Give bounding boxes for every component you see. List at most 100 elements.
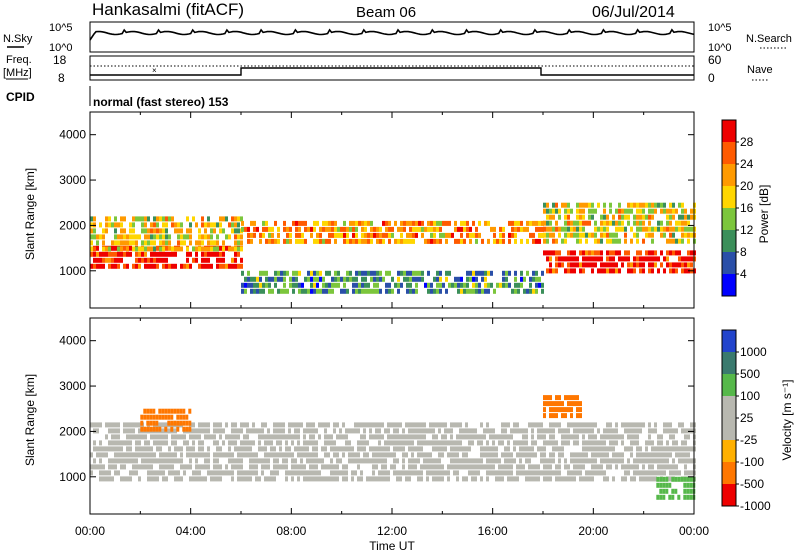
- range-cell: [372, 434, 375, 440]
- range-cell: [375, 458, 378, 464]
- range-cell: [460, 288, 463, 294]
- range-cell: [666, 220, 669, 226]
- range-cell: [168, 245, 171, 251]
- range-cell: [141, 246, 144, 252]
- range-cell: [228, 222, 231, 228]
- range-cell: [294, 422, 297, 428]
- range-cell: [468, 446, 471, 452]
- range-cell: [177, 476, 180, 482]
- range-cell: [268, 276, 271, 282]
- range-cell: [576, 458, 579, 464]
- range-cell: [312, 440, 315, 446]
- range-cell: [654, 256, 657, 262]
- range-cell: [342, 476, 345, 482]
- range-cell: [159, 234, 162, 240]
- range-cell: [678, 452, 681, 458]
- range-cell: [216, 446, 219, 452]
- range-cell: [502, 226, 505, 232]
- range-cell: [672, 238, 675, 244]
- range-cell: [370, 238, 373, 244]
- range-cell: [213, 464, 216, 470]
- range-cell: [201, 452, 204, 458]
- range-cell: [201, 251, 204, 257]
- range-cell: [445, 288, 448, 294]
- range-cell: [117, 428, 120, 434]
- range-cell: [343, 282, 346, 288]
- range-cell: [384, 458, 387, 464]
- range-cell: [408, 440, 411, 446]
- range-cell: [384, 452, 387, 458]
- range-cell: [171, 458, 174, 464]
- range-cell: [240, 234, 243, 240]
- range-cell: [436, 288, 439, 294]
- range-cell: [579, 422, 582, 428]
- range-cell: [514, 288, 517, 294]
- range-cell: [309, 464, 312, 470]
- range-cell: [379, 238, 382, 244]
- range-cell: [687, 226, 690, 232]
- range-cell: [135, 263, 138, 269]
- range-cell: [102, 234, 105, 240]
- range-cell: [93, 228, 96, 234]
- range-cell: [393, 446, 396, 452]
- range-cell: [678, 262, 681, 268]
- range-cell: [168, 446, 171, 452]
- range-cell: [246, 476, 249, 482]
- range-cell: [222, 428, 225, 434]
- range-cell: [552, 407, 555, 413]
- range-cell: [438, 452, 441, 458]
- range-cell: [192, 422, 195, 428]
- range-cell: [558, 452, 561, 458]
- range-cell: [129, 440, 132, 446]
- range-cell: [675, 440, 678, 446]
- range-cell: [678, 422, 681, 428]
- range-cell: [624, 428, 627, 434]
- range-cell: [549, 395, 552, 401]
- range-cell: [532, 276, 535, 282]
- velocity-colorbar-label: Velocity [m s⁻¹]: [780, 379, 794, 460]
- range-cell: [351, 446, 354, 452]
- range-cell: [108, 470, 111, 476]
- range-cell: [680, 476, 684, 482]
- range-cell: [690, 458, 693, 464]
- range-cell: [93, 257, 96, 263]
- range-cell: [663, 458, 666, 464]
- range-cell: [549, 452, 552, 458]
- range-cell: [294, 470, 297, 476]
- range-cell: [436, 276, 439, 282]
- range-cell: [642, 256, 645, 262]
- range-cell: [489, 470, 492, 476]
- range-cell: [465, 464, 468, 470]
- range-cell: [567, 226, 570, 232]
- range-cell: [453, 470, 456, 476]
- range-cell: [576, 220, 579, 226]
- range-cell: [648, 202, 651, 208]
- range-cell: [475, 238, 478, 244]
- range-cell: [501, 476, 504, 482]
- range-cell: [447, 464, 450, 470]
- range-cell: [654, 226, 657, 232]
- range-cell: [474, 434, 477, 440]
- range-cell: [573, 226, 576, 232]
- range-cell: [180, 464, 183, 470]
- range-cell: [186, 257, 189, 263]
- range-cell: [259, 238, 262, 244]
- range-cell: [469, 288, 472, 294]
- range-cell: [450, 458, 453, 464]
- range-cell: [390, 434, 393, 440]
- range-cell: [615, 422, 618, 428]
- range-cell: [514, 270, 517, 276]
- range-cell: [114, 428, 117, 434]
- range-cell: [522, 428, 525, 434]
- range-cell: [567, 232, 570, 238]
- range-cell: [690, 226, 693, 232]
- range-cell: [456, 470, 459, 476]
- range-cell: [357, 428, 360, 434]
- range-cell: [249, 458, 252, 464]
- range-cell: [433, 238, 436, 244]
- range-cell: [170, 414, 174, 420]
- range-cell: [630, 464, 633, 470]
- range-cell: [262, 270, 265, 276]
- range-cell: [225, 234, 228, 240]
- range-cell: [414, 470, 417, 476]
